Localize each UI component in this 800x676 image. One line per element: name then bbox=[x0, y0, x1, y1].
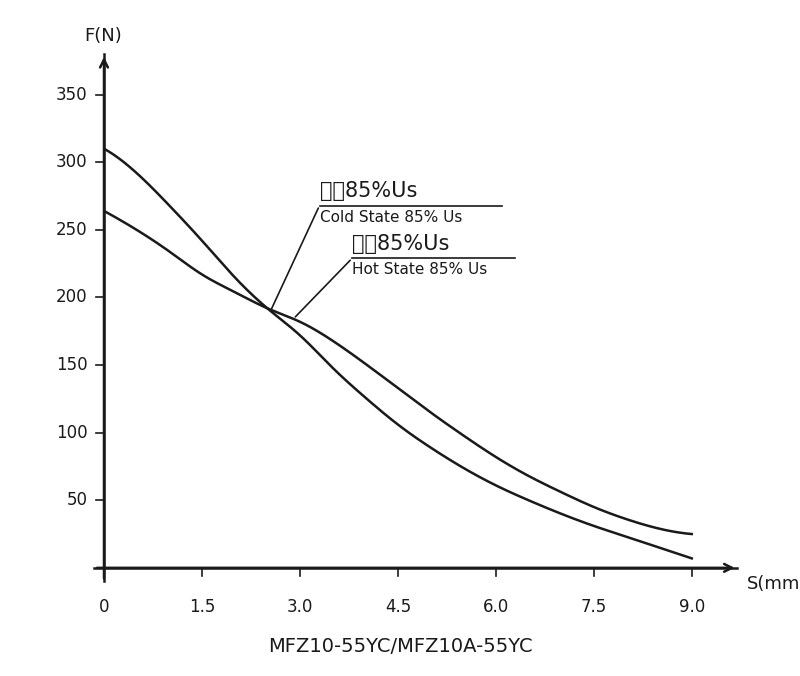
Text: 50: 50 bbox=[66, 491, 88, 509]
Text: 9.0: 9.0 bbox=[678, 598, 705, 616]
Text: 7.5: 7.5 bbox=[581, 598, 607, 616]
Text: Cold State 85% Us: Cold State 85% Us bbox=[319, 210, 462, 224]
Text: S(mm): S(mm) bbox=[747, 575, 800, 593]
Text: 350: 350 bbox=[56, 86, 88, 103]
Text: 150: 150 bbox=[56, 356, 88, 374]
Text: Hot State 85% Us: Hot State 85% Us bbox=[352, 262, 487, 277]
Text: 0: 0 bbox=[98, 598, 110, 616]
Text: 200: 200 bbox=[56, 289, 88, 306]
Text: 1.5: 1.5 bbox=[189, 598, 215, 616]
Text: 4.5: 4.5 bbox=[385, 598, 411, 616]
Text: 250: 250 bbox=[56, 221, 88, 239]
Text: 100: 100 bbox=[56, 424, 88, 441]
Text: 冷慈85%Us: 冷慈85%Us bbox=[319, 181, 417, 201]
Text: F(N): F(N) bbox=[85, 26, 122, 45]
Text: 300: 300 bbox=[56, 153, 88, 171]
Text: MFZ10-55YC/MFZ10A-55YC: MFZ10-55YC/MFZ10A-55YC bbox=[268, 637, 532, 656]
Text: 6.0: 6.0 bbox=[482, 598, 509, 616]
Text: 3.0: 3.0 bbox=[286, 598, 313, 616]
Text: 热慈85%Us: 热慈85%Us bbox=[352, 234, 450, 254]
